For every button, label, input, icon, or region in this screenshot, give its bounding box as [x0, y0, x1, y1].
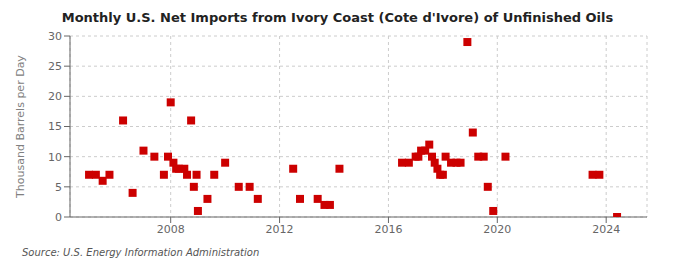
svg-text:20: 20: [48, 90, 62, 103]
svg-text:Thousand Barrels per Day: Thousand Barrels per Day: [14, 55, 27, 199]
html-text:Source: U.S. Energy Informatio: Source: U.S. Energy Information Administ…: [22, 247, 260, 258]
html-text:Monthly U.S. Net Imports from: Monthly U.S. Net Imports from Ivory Coas…: [61, 10, 614, 25]
svg-text:0: 0: [55, 211, 62, 224]
svg-text:25: 25: [48, 60, 62, 73]
svg-text:2016: 2016: [374, 223, 402, 236]
svg-text:5: 5: [55, 181, 62, 194]
svg-text:30: 30: [48, 30, 62, 43]
svg-text:10: 10: [48, 151, 62, 164]
svg-text:2012: 2012: [266, 223, 294, 236]
svg-text:2008: 2008: [157, 223, 185, 236]
svg-text:2024: 2024: [592, 223, 620, 236]
svg-text:2020: 2020: [483, 223, 511, 236]
svg-text:15: 15: [48, 120, 62, 133]
